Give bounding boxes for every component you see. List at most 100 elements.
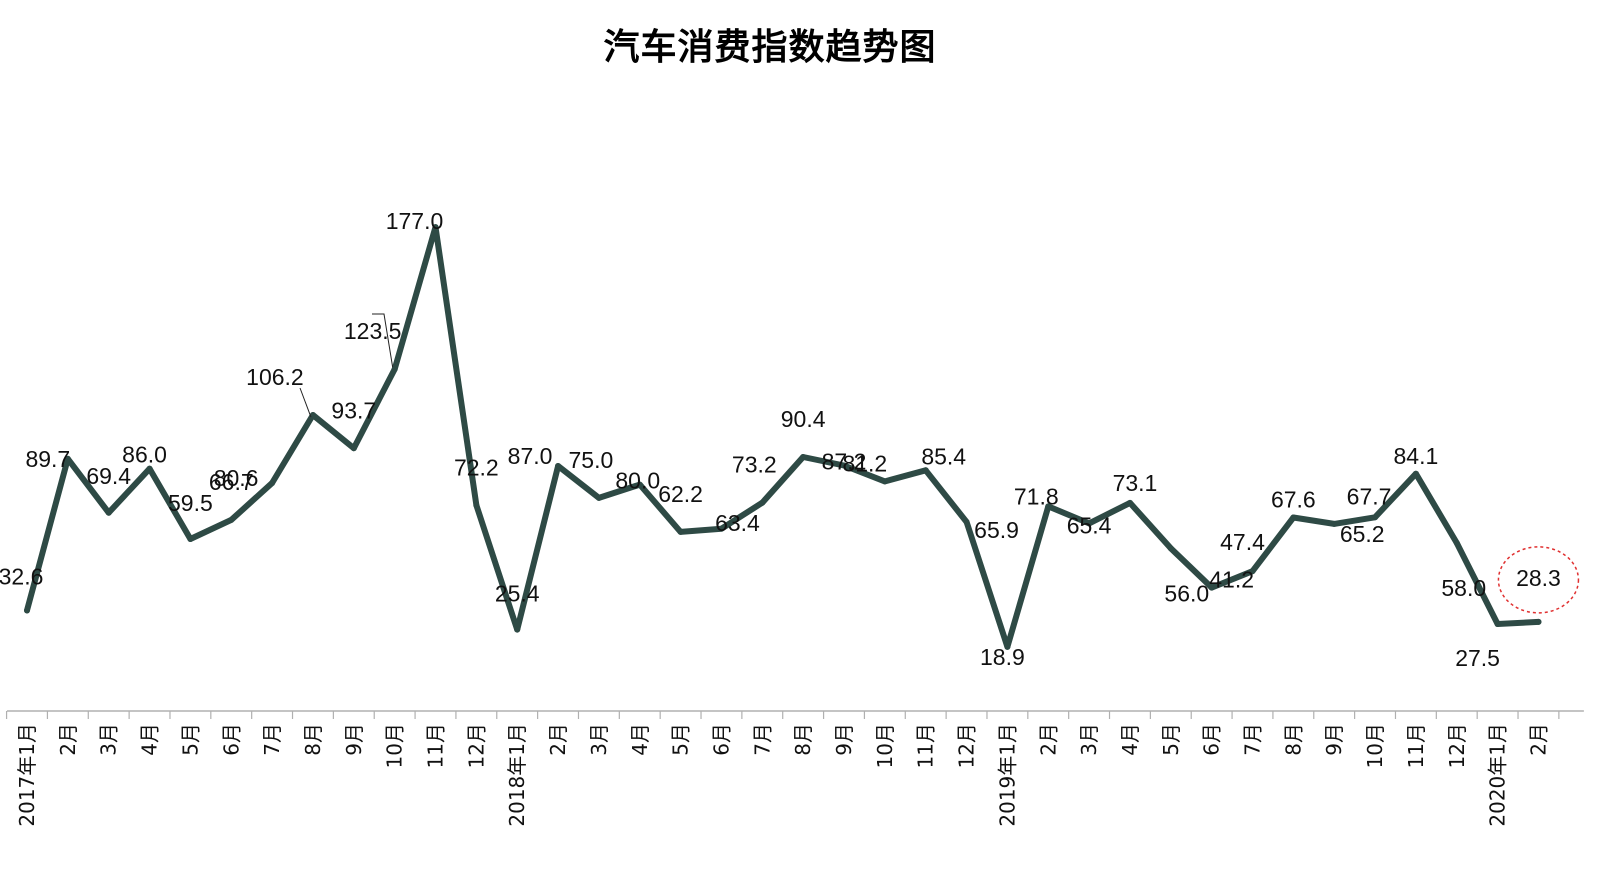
data-point: [677, 528, 684, 535]
data-point: [881, 478, 888, 485]
series-line: [24, 224, 1542, 650]
data-label: 71.8: [1014, 483, 1059, 509]
data-point: [759, 499, 766, 506]
data-label: 59.5: [168, 490, 213, 516]
data-point: [1249, 568, 1256, 575]
data-label: 177.0: [386, 208, 444, 234]
data-point: [1167, 545, 1174, 552]
data-point: [24, 607, 30, 614]
x-tick-label: 6月: [1200, 723, 1224, 756]
x-tick-label: 2017年1月: [15, 723, 39, 827]
data-point: [64, 455, 71, 462]
x-tick-label: 3月: [1077, 723, 1101, 756]
data-label: 84.1: [1394, 443, 1439, 469]
data-point: [718, 525, 725, 532]
data-point: [636, 481, 643, 488]
data-label: 73.1: [1113, 470, 1158, 496]
data-point: [1290, 514, 1297, 521]
x-tick-label: 8月: [301, 723, 325, 756]
x-tick-label: 8月: [791, 723, 815, 756]
x-tick-label: 2020年1月: [1486, 723, 1510, 827]
x-tick-label: 5月: [178, 723, 202, 756]
data-point: [800, 453, 807, 460]
data-label: 87.0: [508, 443, 553, 469]
data-label: 65.9: [974, 517, 1019, 543]
data-label: 62.2: [658, 481, 703, 507]
data-point: [595, 494, 602, 501]
data-label: 73.2: [732, 452, 777, 478]
data-point: [350, 445, 357, 452]
data-point: [1412, 470, 1419, 477]
x-tick-label: 5月: [1159, 723, 1183, 756]
x-tick-label: 12月: [1445, 723, 1469, 768]
data-label: 75.0: [569, 447, 614, 473]
data-label: 56.0: [1164, 580, 1209, 606]
data-label: 90.4: [781, 406, 826, 432]
data-label: 80.6: [214, 465, 259, 491]
data-label: 47.4: [1220, 529, 1265, 555]
x-tick-label: 2019年1月: [995, 723, 1019, 827]
data-label: 85.4: [921, 443, 966, 469]
x-tick-label: 3月: [587, 723, 611, 756]
data-point: [1208, 584, 1215, 591]
x-tick-label: 7月: [1241, 723, 1265, 756]
data-label: 66.7: [209, 469, 254, 495]
x-tick-label: 7月: [750, 723, 774, 756]
x-tick-label: 11月: [424, 723, 448, 768]
data-label: 65.2: [1340, 521, 1385, 547]
data-label: 106.2: [246, 364, 304, 390]
data-label: 27.5: [1455, 645, 1500, 671]
x-tick-label: 2月: [546, 723, 570, 756]
data-point: [514, 626, 521, 633]
x-tick-label: 10月: [873, 723, 897, 768]
x-tick-label: 6月: [219, 723, 243, 756]
data-point: [922, 467, 929, 474]
x-tick-label: 5月: [669, 723, 693, 756]
chart-title: 汽车消费指数趋势图: [603, 27, 937, 68]
x-tick-label: 4月: [138, 723, 162, 756]
data-point: [1535, 618, 1542, 625]
label-leader-line: [372, 313, 394, 368]
x-tick-labels: 2017年1月 2月 3月 4月 5月 6月 7月 8月 9月 10月 11月 12月 2018年1月 2…: [15, 723, 1550, 827]
data-label: 63.4: [715, 510, 760, 536]
x-tick-label: 11月: [914, 723, 938, 768]
data-point: [555, 463, 562, 470]
x-axis: [5, 710, 1584, 719]
data-label: 80.0: [615, 468, 660, 494]
x-tick-label: 4月: [628, 723, 652, 756]
data-label: 65.4: [1067, 512, 1112, 538]
data-point: [146, 465, 153, 472]
x-tick-label: 2018年1月: [505, 723, 529, 827]
data-labels: 32.6 89.7 69.486.059.566.780.6 106.2 93.7 123…: [0, 208, 1580, 671]
x-tick-label: 4月: [1118, 723, 1142, 756]
data-point: [105, 509, 112, 516]
data-point: [391, 366, 398, 373]
data-label: 67.6: [1271, 487, 1316, 513]
series-layer: [24, 224, 1542, 650]
data-point: [1086, 520, 1093, 527]
x-tick-label: 9月: [832, 723, 856, 756]
data-point: [841, 462, 847, 469]
data-label: 18.9: [980, 644, 1025, 670]
data-point: [1045, 503, 1052, 510]
data-label: 32.6: [0, 564, 43, 590]
data-label: 123.5: [344, 318, 402, 344]
data-point: [1453, 540, 1460, 547]
x-tick-label: 11月: [1404, 723, 1428, 768]
x-tick-label: 10月: [1363, 723, 1387, 768]
data-label: 58.0: [1441, 575, 1486, 601]
x-tick-label: 2月: [56, 723, 80, 756]
data-point: [187, 536, 194, 543]
x-tick-label: 12月: [955, 723, 979, 768]
data-label: 81.2: [842, 450, 887, 476]
highlight-circle: [1497, 546, 1580, 614]
data-point: [1331, 520, 1338, 527]
x-tick-label: 9月: [1322, 723, 1346, 756]
data-label: 41.2: [1209, 567, 1254, 593]
data-label: 89.7: [25, 446, 70, 472]
data-label: 28.3: [1516, 565, 1561, 591]
data-point: [963, 519, 970, 526]
data-point: [228, 516, 235, 523]
x-tick-label: 6月: [709, 723, 733, 756]
